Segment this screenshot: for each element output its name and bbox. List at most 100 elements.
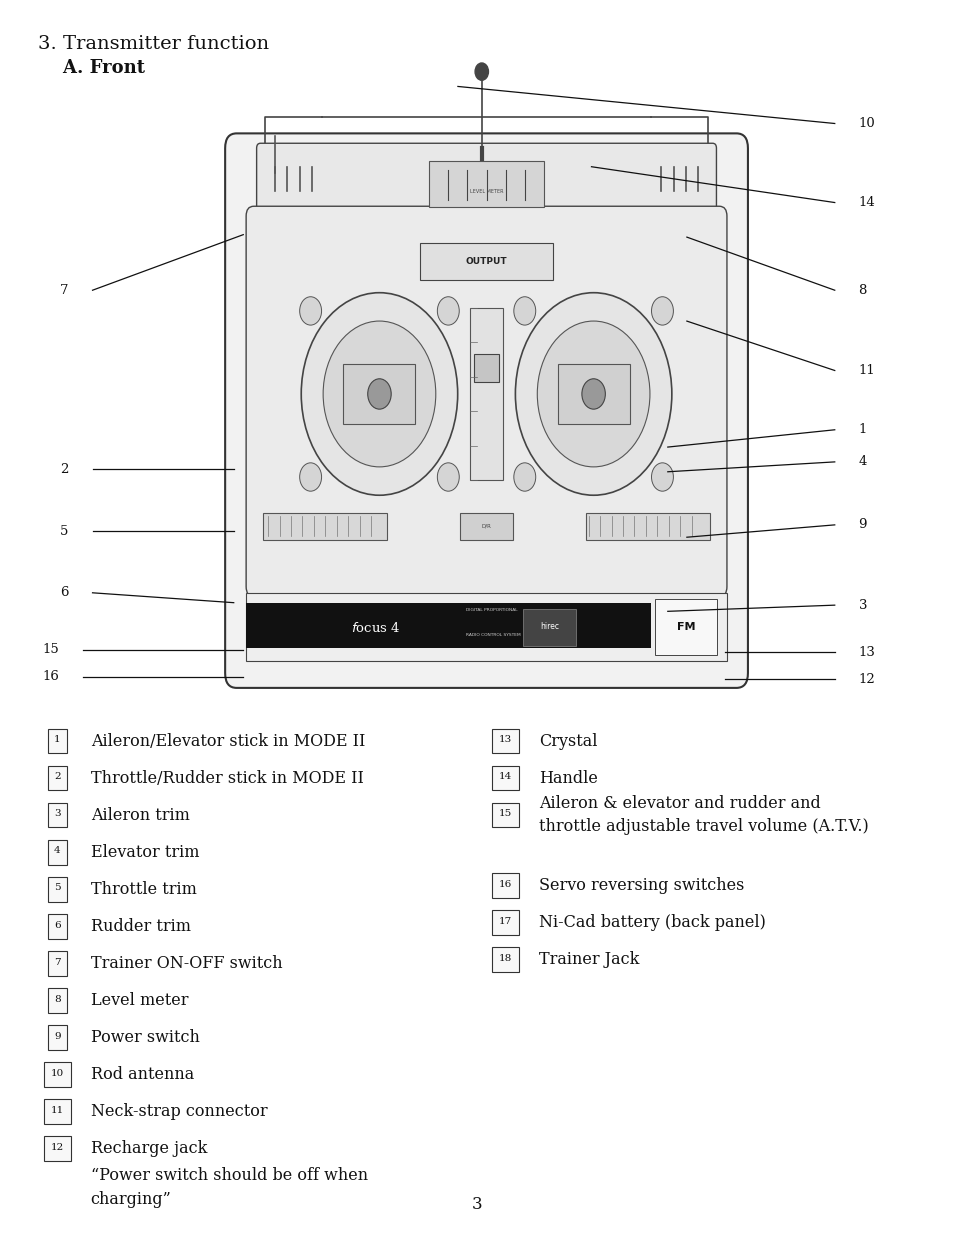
Text: 6: 6 — [60, 587, 69, 599]
Bar — [48, 840, 67, 864]
Bar — [585, 513, 709, 540]
Circle shape — [323, 321, 436, 467]
Bar — [48, 877, 67, 902]
Text: Trainer ON-OFF switch: Trainer ON-OFF switch — [91, 955, 282, 972]
Bar — [469, 308, 503, 480]
Text: D/R: D/R — [481, 524, 491, 529]
Bar — [343, 363, 415, 425]
Bar — [48, 1025, 67, 1050]
Bar — [492, 947, 518, 972]
Text: 8: 8 — [858, 284, 866, 296]
Bar — [48, 914, 67, 939]
Text: Trainer Jack: Trainer Jack — [538, 951, 639, 968]
Text: Aileron/Elevator stick in MODE II: Aileron/Elevator stick in MODE II — [91, 732, 365, 750]
Text: FM: FM — [676, 621, 695, 632]
Text: 4: 4 — [858, 456, 866, 468]
Text: 2: 2 — [54, 772, 60, 782]
Circle shape — [436, 296, 458, 325]
Text: Elevator trim: Elevator trim — [91, 844, 199, 861]
Bar — [492, 910, 518, 935]
Text: Recharge jack: Recharge jack — [91, 1140, 207, 1157]
Bar — [492, 803, 518, 827]
Bar — [419, 243, 553, 280]
Text: Servo reversing switches: Servo reversing switches — [538, 877, 743, 894]
Text: 12: 12 — [51, 1142, 64, 1152]
Text: 13: 13 — [858, 646, 875, 658]
Text: 3: 3 — [54, 809, 60, 819]
Text: 15: 15 — [498, 809, 512, 819]
Text: 13: 13 — [498, 735, 512, 745]
Text: Ni-Cad battery (back panel): Ni-Cad battery (back panel) — [538, 914, 765, 931]
Bar — [492, 766, 518, 790]
Bar — [48, 951, 67, 976]
Text: 3: 3 — [471, 1195, 482, 1213]
Text: 2: 2 — [60, 463, 69, 475]
Bar — [44, 1062, 71, 1087]
Circle shape — [311, 613, 322, 627]
Text: 16: 16 — [498, 879, 512, 889]
Circle shape — [328, 613, 339, 627]
Circle shape — [514, 463, 536, 492]
Text: LEVEL METER: LEVEL METER — [469, 189, 503, 194]
Text: 16: 16 — [42, 671, 59, 683]
Circle shape — [514, 296, 536, 325]
Bar — [522, 609, 576, 646]
Text: Aileron & elevator and rudder and
throttle adjustable travel volume (A.T.V.): Aileron & elevator and rudder and thrott… — [538, 795, 868, 835]
Text: 7: 7 — [54, 957, 60, 967]
Text: 5: 5 — [54, 883, 60, 893]
Text: Throttle trim: Throttle trim — [91, 881, 196, 898]
Text: Rod antenna: Rod antenna — [91, 1066, 193, 1083]
Circle shape — [276, 613, 288, 627]
Bar — [492, 729, 518, 753]
Circle shape — [475, 63, 488, 80]
Circle shape — [537, 321, 649, 467]
Text: Power switch: Power switch — [91, 1029, 199, 1046]
Bar — [44, 1136, 71, 1161]
Text: OUTPUT: OUTPUT — [465, 257, 507, 267]
Text: 10: 10 — [51, 1068, 64, 1078]
Circle shape — [301, 293, 457, 495]
FancyBboxPatch shape — [256, 143, 716, 221]
Bar — [48, 729, 67, 753]
Text: Level meter: Level meter — [91, 992, 188, 1009]
Bar — [48, 803, 67, 827]
Text: 12: 12 — [858, 673, 875, 685]
Circle shape — [515, 293, 671, 495]
Text: 15: 15 — [42, 643, 59, 656]
Text: Throttle/Rudder stick in MODE II: Throttle/Rudder stick in MODE II — [91, 769, 363, 787]
Bar — [246, 603, 650, 648]
Text: 6: 6 — [54, 920, 60, 930]
Bar — [558, 363, 629, 425]
Text: 11: 11 — [858, 364, 875, 377]
Bar — [48, 988, 67, 1013]
Bar — [48, 766, 67, 790]
Text: Handle: Handle — [538, 769, 598, 787]
Circle shape — [294, 613, 305, 627]
Text: 8: 8 — [54, 994, 60, 1004]
Text: hirec: hirec — [539, 622, 558, 631]
Circle shape — [367, 379, 391, 409]
Text: 7: 7 — [60, 284, 69, 296]
Text: A. Front: A. Front — [38, 59, 145, 78]
Bar — [492, 873, 518, 898]
Text: 5: 5 — [60, 525, 69, 537]
FancyBboxPatch shape — [225, 133, 747, 688]
Text: 17: 17 — [498, 916, 512, 926]
Bar — [459, 513, 513, 540]
Circle shape — [581, 379, 605, 409]
Text: 3: 3 — [858, 599, 866, 611]
Bar — [429, 161, 543, 207]
Text: 1: 1 — [54, 735, 60, 745]
Circle shape — [651, 296, 673, 325]
Circle shape — [299, 296, 321, 325]
Text: 3. Transmitter function: 3. Transmitter function — [38, 35, 269, 53]
Text: 14: 14 — [858, 196, 875, 209]
Text: 18: 18 — [498, 953, 512, 963]
Text: 9: 9 — [54, 1031, 60, 1041]
Text: Rudder trim: Rudder trim — [91, 918, 191, 935]
Bar — [474, 354, 498, 382]
Bar — [44, 1099, 71, 1124]
Text: Crystal: Crystal — [538, 732, 597, 750]
Circle shape — [299, 463, 321, 492]
Bar — [246, 593, 726, 661]
